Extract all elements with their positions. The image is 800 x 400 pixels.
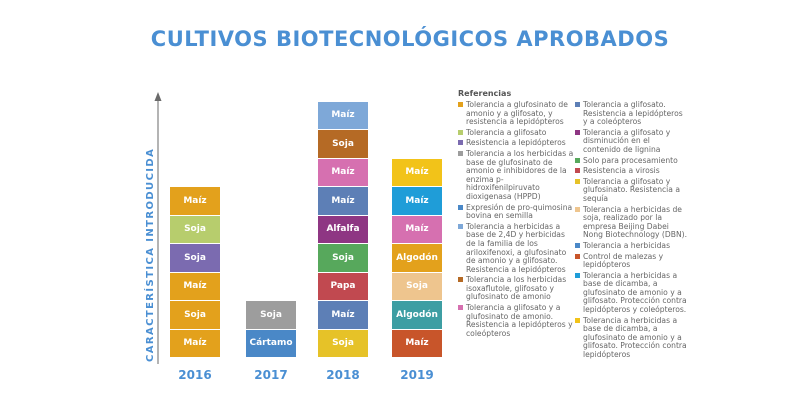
legend-item-text: Solo para procesamiento — [583, 155, 678, 165]
legend-swatch — [575, 157, 580, 163]
legend-item: Tolerancia a herbicidas a base de dicamb… — [575, 270, 688, 315]
legend-swatch — [458, 204, 463, 210]
legend-swatch — [458, 277, 463, 283]
stacked-chart: Maíz Soja Maíz Soja Soja Maíz 2016 Cártamo Soja 2… — [170, 100, 442, 382]
legend-swatch — [575, 272, 580, 278]
legend-swatch — [575, 242, 580, 248]
legend-swatch — [458, 305, 463, 311]
stack-block: Papa — [318, 271, 368, 300]
legend-item-text: Tolerancia a los herbicidas isoxaflutole… — [466, 275, 567, 302]
stack-block: Maíz — [170, 271, 220, 300]
legend-item-text: Tolerancia a glifosato — [466, 127, 547, 137]
legend-item-text: Tolerancia a herbicidas a base de dicamb… — [583, 315, 687, 360]
stack-block: Maíz — [392, 186, 442, 215]
legend: Referencias Tolerancia a glufosinato de … — [458, 89, 798, 390]
legend-title: Referencias — [458, 89, 512, 98]
stack-block: Algodón — [392, 300, 442, 329]
legend-item: Solo para procesamiento — [575, 155, 688, 166]
legend-item-text: Tolerancia a herbicidas — [583, 240, 671, 250]
stack-block: Soja — [170, 214, 220, 243]
stack-block: Maíz — [318, 300, 368, 329]
legend-item-text: Tolerancia a herbicidas a base de 2,4D y… — [466, 221, 567, 274]
legend-swatch — [458, 150, 463, 156]
legend-column-1: Tolerancia a glufosinato de amonio y a g… — [458, 100, 574, 340]
legend-swatch — [575, 168, 580, 174]
legend-item-text: Tolerancia a glufosinato de amonio y a g… — [466, 100, 568, 127]
legend-item-text: Tolerancia a glifosato. Resistencia a le… — [583, 100, 683, 127]
year-label: 2019 — [400, 368, 434, 382]
stack-block: Cártamo — [246, 328, 296, 357]
stack-block: Maíz — [318, 100, 368, 129]
stack-block: Alfalfa — [318, 214, 368, 243]
legend-item-text: Tolerancia a herbicidas a base de dicamb… — [583, 270, 687, 315]
legend-item-text: Control de malezas y lepidópteros — [583, 251, 664, 270]
legend-item: Tolerancia a herbicidas a base de 2,4D y… — [458, 221, 574, 275]
legend-item: Tolerancia a glufosinato de amonio y a g… — [458, 100, 574, 127]
year-label: 2018 — [326, 368, 360, 382]
page-title: CULTIVOS BIOTECNOLÓGICOS APROBADOS — [150, 27, 670, 51]
legend-item: Tolerancia a los herbicidas isoxaflutole… — [458, 275, 574, 302]
legend-item: Tolerancia a glifosato y glufosinato. Re… — [575, 176, 688, 204]
legend-item: Resistencia a virosis — [575, 166, 688, 176]
stack-block: Soja — [392, 271, 442, 300]
stack-block: Soja — [318, 129, 368, 158]
legend-item: Tolerancia a glifosato y disminución en … — [575, 127, 688, 155]
legend-item: Expresión de pro-quimosina bovina en sem… — [458, 202, 574, 221]
legend-item: Tolerancia a glifosato y a glufosinato d… — [458, 303, 574, 338]
stack-block: Soja — [170, 243, 220, 272]
legend-swatch — [575, 178, 580, 184]
legend-swatch — [458, 140, 463, 146]
legend-item: Tolerancia a herbicidas de soja, realiza… — [575, 204, 688, 240]
legend-item-text: Tolerancia a los herbicidas a base de gl… — [466, 148, 574, 201]
stack-block: Maíz — [170, 328, 220, 357]
legend-item: Tolerancia a glifosato. Resistencia a le… — [575, 100, 688, 127]
legend-swatch — [575, 253, 580, 259]
legend-swatch — [458, 102, 463, 107]
stack-block: Maíz — [392, 214, 442, 243]
stack-block: Maíz — [392, 328, 442, 357]
stack-block: Soja — [170, 300, 220, 329]
year-label: 2017 — [254, 368, 288, 382]
legend-swatch — [575, 206, 580, 212]
legend-swatch — [575, 102, 580, 107]
stack-block: Maíz — [318, 157, 368, 186]
year-label: 2016 — [178, 368, 212, 382]
legend-item: Resistencia a lepidópteros — [458, 139, 574, 148]
legend-item: Tolerancia a herbicidas — [575, 240, 688, 251]
stack-block: Maíz — [392, 157, 442, 186]
legend-item-text: Tolerancia a glifosato y disminución en … — [583, 127, 671, 154]
stack-block: Algodón — [392, 243, 442, 272]
y-axis-arrow — [154, 92, 162, 364]
stack-block: Soja — [318, 243, 368, 272]
stack-block: Soja — [246, 300, 296, 329]
stack-block: Maíz — [318, 186, 368, 215]
legend-item: Control de malezas y lepidópteros — [575, 251, 688, 270]
stack-block: Soja — [318, 328, 368, 357]
legend-item: Tolerancia a los herbicidas a base de gl… — [458, 148, 574, 202]
legend-swatch — [575, 129, 580, 135]
legend-item-text: Tolerancia a glifosato y a glufosinato d… — [466, 303, 573, 338]
legend-item-text: Resistencia a lepidópteros — [466, 138, 566, 148]
legend-column-2: Tolerancia a glifosato. Resistencia a le… — [575, 100, 688, 362]
legend-item-text: Tolerancia a herbicidas de soja, realiza… — [583, 204, 687, 240]
legend-item-text: Expresión de pro-quimosina bovina en sem… — [466, 202, 573, 221]
legend-item: Tolerancia a herbicidas a base de dicamb… — [575, 315, 688, 360]
legend-swatch — [458, 223, 463, 229]
legend-item: Tolerancia a glifosato — [458, 127, 574, 138]
stack-block: Maíz — [170, 186, 220, 215]
legend-item-text: Tolerancia a glifosato y glufosinato. Re… — [583, 176, 681, 203]
legend-item-text: Resistencia a virosis — [583, 166, 660, 176]
legend-swatch — [575, 317, 580, 323]
legend-swatch — [458, 129, 463, 135]
